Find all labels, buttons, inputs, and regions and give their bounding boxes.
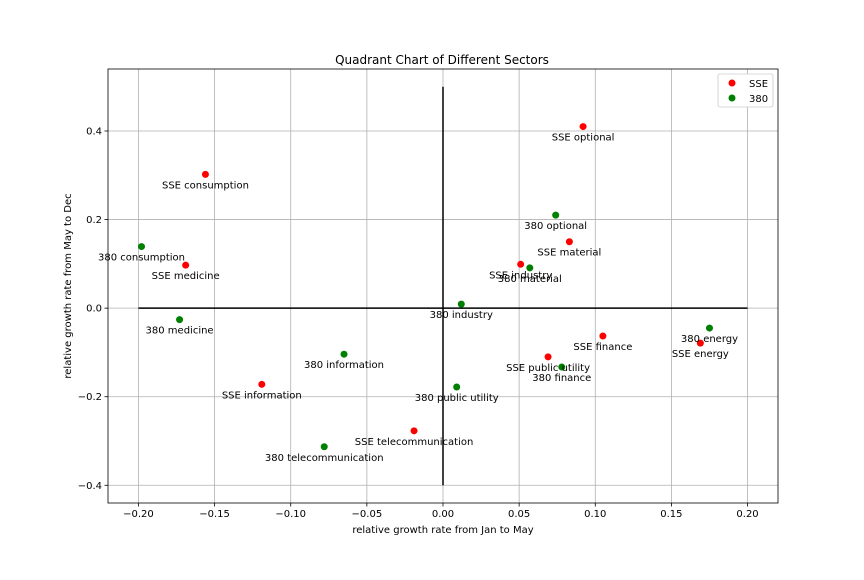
chart-title: Quadrant Chart of Different Sectors <box>335 53 549 67</box>
data-points <box>138 123 713 451</box>
x-tick-label: 0.05 <box>508 509 530 520</box>
point-label: 380 consumption <box>98 253 185 264</box>
point-label: SSE industry <box>489 270 552 281</box>
x-tick-label: −0.15 <box>199 509 230 520</box>
point-sse <box>201 170 209 178</box>
x-axis-title: relative growth rate from Jan to May <box>352 525 533 536</box>
y-tick-label: 0.2 <box>86 215 102 226</box>
point-label: SSE public utility <box>506 363 590 374</box>
y-axis-title: relative growth rate from May to Dec <box>63 193 74 378</box>
legend-label-380: 380 <box>749 94 768 105</box>
point-label: SSE telecommunication <box>355 437 474 448</box>
point-sse <box>696 339 704 347</box>
y-tick-label: 0.0 <box>86 304 102 315</box>
point-label: SSE information <box>222 390 302 401</box>
point-label: SSE material <box>537 248 601 259</box>
point-label: 380 optional <box>524 221 587 232</box>
y-tick-label: −0.2 <box>78 392 102 403</box>
point-380 <box>453 383 461 391</box>
point-label: 380 finance <box>532 373 591 384</box>
point-label: 380 telecommunication <box>265 453 384 464</box>
point-label: SSE consumption <box>162 180 249 191</box>
point-sse <box>517 260 525 268</box>
point-label: 380 public utility <box>415 393 499 404</box>
point-380 <box>526 264 534 272</box>
point-label: 380 material <box>498 274 562 285</box>
point-label: SSE finance <box>573 342 632 353</box>
point-sse <box>182 261 190 269</box>
point-label: 380 energy <box>681 334 738 345</box>
legend-marker-380 <box>728 94 736 102</box>
point-label: SSE optional <box>552 133 615 144</box>
point-380 <box>320 443 328 451</box>
point-label: 380 industry <box>430 310 493 321</box>
axis-ticks: −0.20 −0.15 −0.10 −0.05 0.00 0.05 0.10 0.15 0.20… <box>78 127 759 521</box>
point-380 <box>340 350 348 358</box>
point-380 <box>457 300 465 308</box>
point-label: 380 medicine <box>146 326 214 337</box>
x-tick-label: −0.05 <box>352 509 383 520</box>
point-380 <box>705 324 713 332</box>
point-sse <box>410 427 418 435</box>
point-sse <box>544 353 552 361</box>
x-tick-label: 0.00 <box>432 509 454 520</box>
legend-label-sse: SSE <box>749 79 768 90</box>
point-sse <box>599 332 607 340</box>
y-tick-label: −0.4 <box>78 481 102 492</box>
point-380 <box>138 243 145 251</box>
point-labels: SSE optional SSE consumption SSE material S… <box>98 133 738 464</box>
quadrant-lines <box>138 86 748 486</box>
point-sse <box>258 380 266 388</box>
x-tick-label: 0.20 <box>736 509 758 520</box>
x-tick-label: −0.20 <box>123 509 154 520</box>
x-tick-label: 0.10 <box>584 509 606 520</box>
point-label: 380 information <box>304 360 384 371</box>
point-sse <box>579 123 587 131</box>
x-tick-label: 0.15 <box>660 509 682 520</box>
point-label: SSE energy <box>672 349 729 360</box>
point-label: SSE medicine <box>152 271 220 282</box>
point-380 <box>552 211 560 219</box>
legend: SSE 380 <box>717 73 774 108</box>
point-380 <box>558 363 566 371</box>
legend-marker-sse <box>728 79 736 87</box>
point-380 <box>176 316 184 324</box>
x-tick-label: −0.10 <box>275 509 306 520</box>
y-tick-label: 0.4 <box>86 127 102 138</box>
point-sse <box>565 238 573 246</box>
